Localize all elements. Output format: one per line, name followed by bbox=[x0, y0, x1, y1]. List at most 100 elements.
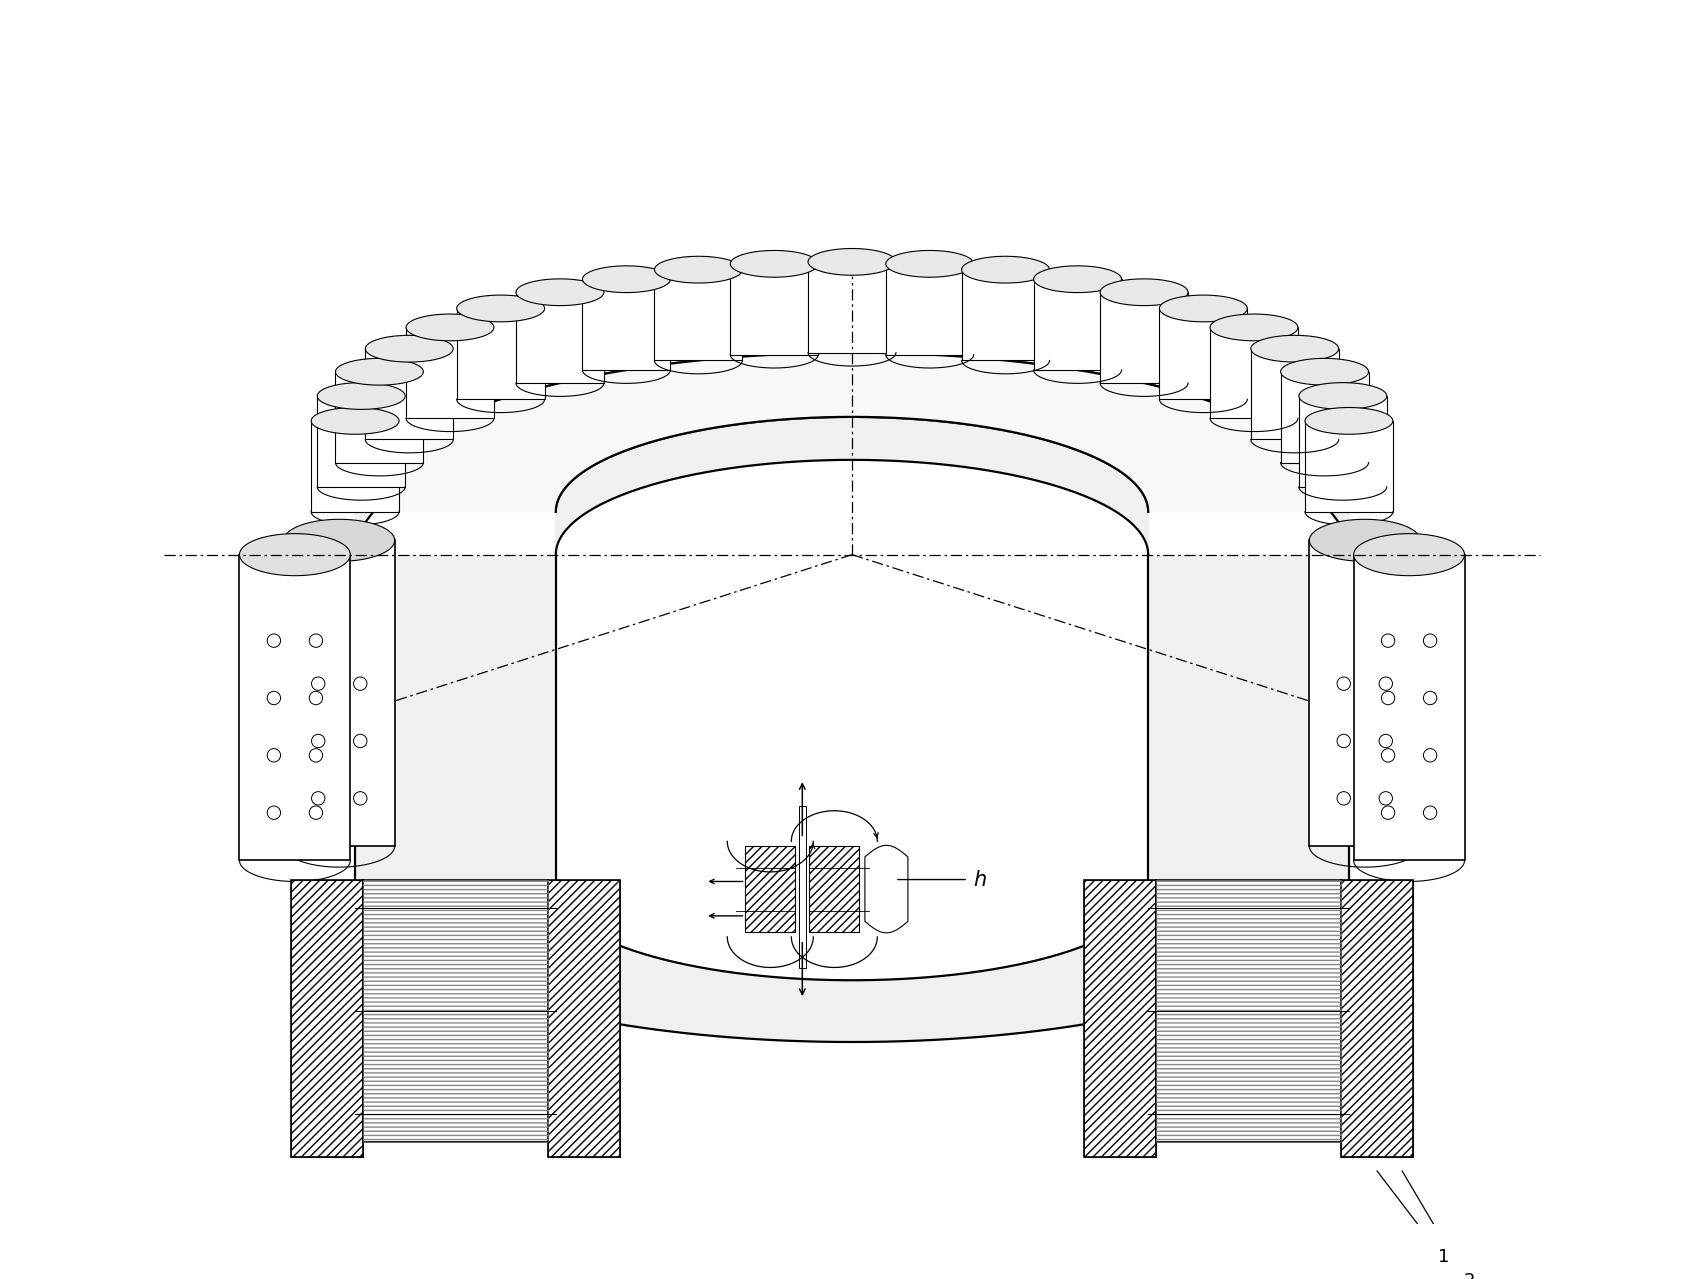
Circle shape bbox=[312, 792, 325, 804]
Polygon shape bbox=[799, 806, 806, 968]
Bar bbox=[363, 880, 549, 1142]
Polygon shape bbox=[354, 353, 1350, 555]
Bar bbox=[1341, 880, 1413, 1156]
Bar bbox=[809, 847, 859, 932]
Polygon shape bbox=[312, 421, 399, 512]
Polygon shape bbox=[1305, 408, 1392, 435]
Polygon shape bbox=[654, 256, 743, 283]
Polygon shape bbox=[1251, 335, 1339, 362]
Circle shape bbox=[312, 677, 325, 691]
Polygon shape bbox=[1148, 555, 1350, 889]
Circle shape bbox=[1338, 677, 1351, 691]
Circle shape bbox=[353, 734, 366, 748]
Bar bbox=[1084, 880, 1155, 1156]
Polygon shape bbox=[1309, 519, 1419, 561]
Polygon shape bbox=[1353, 533, 1464, 576]
Polygon shape bbox=[731, 251, 818, 278]
Polygon shape bbox=[1251, 349, 1339, 440]
Circle shape bbox=[1382, 748, 1396, 762]
Circle shape bbox=[308, 692, 322, 705]
Bar bbox=[363, 880, 549, 1142]
Text: 1: 1 bbox=[1438, 1248, 1450, 1266]
Bar bbox=[291, 880, 363, 1156]
Circle shape bbox=[268, 806, 281, 820]
Circle shape bbox=[308, 806, 322, 820]
Circle shape bbox=[1423, 634, 1436, 647]
Polygon shape bbox=[886, 251, 973, 278]
Polygon shape bbox=[1034, 266, 1121, 293]
Bar bbox=[745, 847, 796, 932]
Polygon shape bbox=[1353, 555, 1464, 861]
Circle shape bbox=[1338, 734, 1351, 748]
Polygon shape bbox=[336, 358, 423, 385]
Polygon shape bbox=[1298, 382, 1387, 409]
Circle shape bbox=[1382, 692, 1396, 705]
Circle shape bbox=[1423, 748, 1436, 762]
Polygon shape bbox=[654, 270, 743, 361]
Polygon shape bbox=[1298, 396, 1387, 487]
Text: 2: 2 bbox=[1464, 1271, 1474, 1279]
Bar bbox=[1155, 880, 1341, 1142]
Polygon shape bbox=[457, 308, 545, 399]
Polygon shape bbox=[583, 279, 670, 370]
Polygon shape bbox=[365, 335, 453, 362]
Polygon shape bbox=[556, 417, 1148, 555]
Circle shape bbox=[353, 792, 366, 804]
Polygon shape bbox=[285, 519, 395, 561]
Polygon shape bbox=[1101, 279, 1188, 306]
Circle shape bbox=[1379, 677, 1392, 691]
Bar bbox=[1341, 880, 1413, 1156]
Circle shape bbox=[353, 677, 366, 691]
Polygon shape bbox=[354, 353, 1350, 512]
Polygon shape bbox=[354, 889, 1350, 1042]
Bar bbox=[549, 880, 620, 1156]
Polygon shape bbox=[808, 248, 896, 275]
Polygon shape bbox=[516, 292, 603, 382]
Polygon shape bbox=[457, 295, 545, 322]
Circle shape bbox=[1423, 806, 1436, 820]
Polygon shape bbox=[1210, 327, 1298, 418]
Polygon shape bbox=[406, 327, 494, 418]
Bar bbox=[549, 880, 620, 1156]
Bar bbox=[809, 847, 859, 932]
Text: h: h bbox=[973, 870, 987, 890]
Polygon shape bbox=[406, 315, 494, 340]
Circle shape bbox=[308, 748, 322, 762]
Polygon shape bbox=[1034, 279, 1121, 370]
Circle shape bbox=[268, 748, 281, 762]
Polygon shape bbox=[312, 408, 399, 435]
Bar bbox=[745, 847, 796, 932]
Polygon shape bbox=[1281, 372, 1368, 463]
Polygon shape bbox=[961, 256, 1050, 283]
Polygon shape bbox=[516, 279, 603, 306]
Polygon shape bbox=[354, 555, 556, 889]
Polygon shape bbox=[961, 270, 1050, 361]
Polygon shape bbox=[583, 266, 670, 293]
Circle shape bbox=[312, 734, 325, 748]
Polygon shape bbox=[336, 372, 423, 463]
Polygon shape bbox=[808, 262, 896, 353]
Circle shape bbox=[308, 634, 322, 647]
Polygon shape bbox=[317, 396, 406, 487]
Polygon shape bbox=[1159, 308, 1247, 399]
Polygon shape bbox=[317, 382, 406, 409]
Circle shape bbox=[1382, 634, 1396, 647]
Polygon shape bbox=[240, 533, 351, 576]
Circle shape bbox=[1379, 792, 1392, 804]
Polygon shape bbox=[365, 349, 453, 440]
Polygon shape bbox=[886, 263, 973, 354]
Polygon shape bbox=[1309, 540, 1419, 847]
Polygon shape bbox=[240, 555, 351, 861]
Circle shape bbox=[1379, 734, 1392, 748]
Polygon shape bbox=[1210, 315, 1298, 340]
Circle shape bbox=[268, 634, 281, 647]
Bar bbox=[291, 880, 363, 1156]
Bar bbox=[1155, 880, 1341, 1142]
Circle shape bbox=[268, 692, 281, 705]
Polygon shape bbox=[1281, 358, 1368, 385]
Bar bbox=[1084, 880, 1155, 1156]
Polygon shape bbox=[285, 540, 395, 847]
Polygon shape bbox=[1101, 292, 1188, 382]
Polygon shape bbox=[866, 845, 908, 932]
Polygon shape bbox=[1305, 421, 1392, 512]
